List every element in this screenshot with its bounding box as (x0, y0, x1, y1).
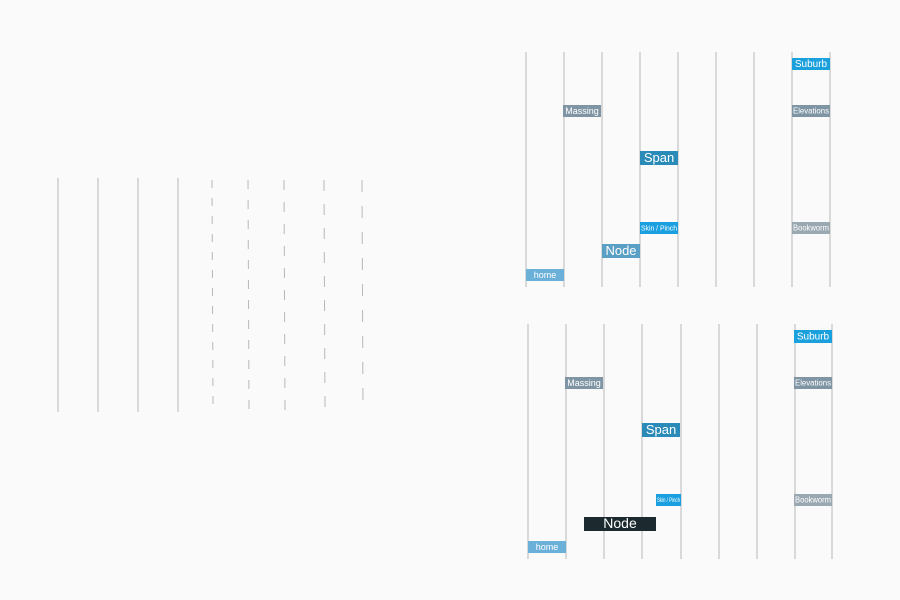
label-box (563, 105, 601, 117)
label-box (792, 222, 830, 234)
label: home (534, 270, 557, 280)
label: Node (603, 515, 637, 531)
label-box (792, 105, 830, 117)
label: Skin / Pinch (657, 498, 680, 504)
label-box (794, 330, 832, 343)
left-panel (57, 178, 364, 412)
label-box (792, 58, 830, 70)
label: home (536, 542, 559, 552)
bottom-panel: Suburb Massing Elevations Span Skin / Pinch B… (527, 324, 833, 559)
label: Suburb (795, 59, 828, 70)
label-box (656, 494, 681, 506)
label: Skin / Pinch (641, 225, 677, 232)
label-box (642, 423, 680, 437)
label: Bookworm (793, 224, 829, 233)
label: Span (646, 422, 676, 437)
label-box (526, 269, 564, 281)
label: Suburb (797, 332, 830, 343)
dashed-line (211, 179, 214, 411)
label-box (584, 517, 656, 531)
label-box (602, 244, 640, 258)
label: Massing (565, 106, 599, 116)
label: Elevations (795, 379, 831, 388)
dashed-line (361, 179, 364, 411)
label: Massing (567, 378, 601, 388)
label: Elevations (793, 107, 829, 116)
label-box (794, 494, 832, 506)
dashed-line (283, 179, 286, 411)
label-box (640, 151, 678, 165)
top-panel: Suburb Massing Elevations Span Skin / Pinch B… (525, 52, 831, 287)
label: Span (644, 150, 674, 165)
label-box (640, 222, 678, 234)
label-box (528, 541, 566, 553)
label: Node (605, 243, 636, 258)
label-box (794, 377, 832, 389)
label: Bookworm (795, 496, 831, 505)
label-box (565, 377, 603, 389)
